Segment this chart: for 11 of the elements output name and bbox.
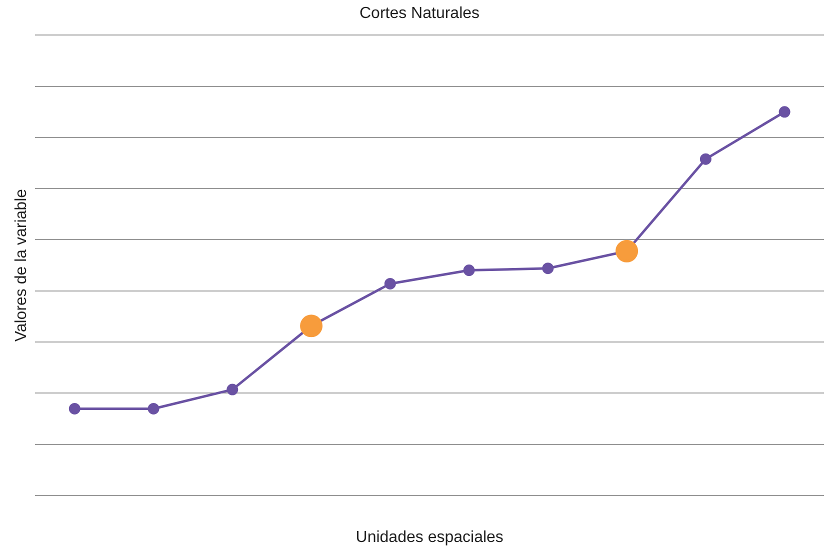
point [384, 278, 396, 290]
point [778, 106, 790, 118]
point [148, 402, 160, 414]
y-axis-title: Valores de la variable [13, 188, 30, 342]
point [542, 262, 554, 274]
point [68, 402, 80, 414]
x-axis-title: Unidades espaciales [356, 528, 504, 546]
point [226, 384, 238, 396]
chart-title: Cortes Naturales [359, 5, 480, 22]
point [463, 264, 475, 276]
point [700, 153, 712, 165]
